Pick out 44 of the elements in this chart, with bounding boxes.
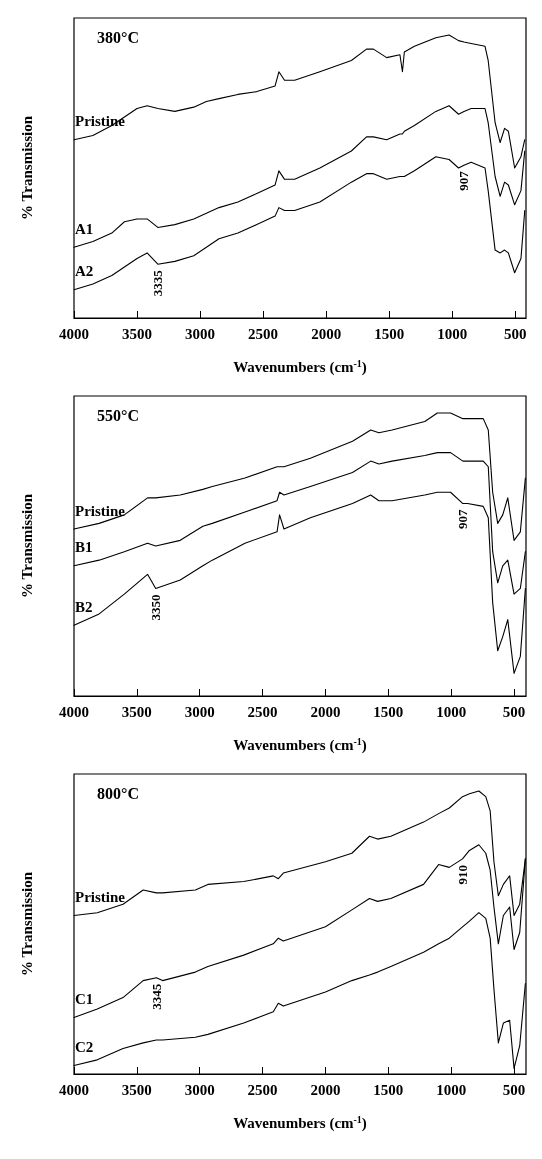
chart-title: 550°C <box>97 406 139 424</box>
x-tick-label: 4000 <box>59 325 89 342</box>
x-tick-label: 1500 <box>373 703 404 720</box>
chart-title: 380°C <box>97 28 139 46</box>
x-tick-label: 2000 <box>310 703 341 720</box>
x-tick-label: 3500 <box>122 325 153 342</box>
x-tick-label: 3500 <box>121 703 152 720</box>
y-axis-title: % Transmission <box>18 493 35 599</box>
x-tick-label: 4000 <box>59 703 89 720</box>
series-label: C2 <box>75 1039 94 1056</box>
x-tick-label: 500 <box>502 703 526 720</box>
series-label: A2 <box>75 263 94 280</box>
x-tick-label: 2000 <box>311 325 342 342</box>
annotation: 907 <box>456 170 472 191</box>
x-tick-label: 1500 <box>373 1081 404 1098</box>
series-label: A1 <box>75 220 94 237</box>
y-axis-title: % Transmission <box>18 871 35 977</box>
annotation: 3345 <box>148 983 164 1010</box>
x-tick-label: 3000 <box>184 1081 215 1098</box>
annotation: 910 <box>455 864 471 885</box>
series-label: Pristine <box>75 502 126 519</box>
x-tick-label: 1500 <box>374 325 405 342</box>
x-tick-label: 1000 <box>436 703 467 720</box>
x-tick-label: 2500 <box>247 1081 278 1098</box>
annotation: 907 <box>455 509 471 530</box>
x-tick-label: 500 <box>504 325 527 342</box>
series-label: B1 <box>75 539 93 556</box>
y-axis-title: % Transmission <box>18 115 35 221</box>
x-tick-label: 3000 <box>184 703 215 720</box>
series-label: Pristine <box>75 889 126 906</box>
annotation: 3335 <box>150 269 166 297</box>
x-tick-label: 3000 <box>185 325 216 342</box>
x-tick-label: 1000 <box>436 1081 467 1098</box>
x-tick-label: 500 <box>502 1081 526 1098</box>
series-label: B2 <box>75 598 93 615</box>
x-tick-label: 4000 <box>59 1081 89 1098</box>
x-tick-label: 2500 <box>248 325 279 342</box>
x-tick-label: 1000 <box>437 325 468 342</box>
x-tick-label: 2500 <box>247 703 278 720</box>
chart-title: 800°C <box>97 784 139 802</box>
x-tick-label: 2000 <box>310 1081 341 1098</box>
series-label: C1 <box>75 990 94 1007</box>
x-tick-label: 3500 <box>121 1081 152 1098</box>
annotation: 3350 <box>148 594 164 621</box>
